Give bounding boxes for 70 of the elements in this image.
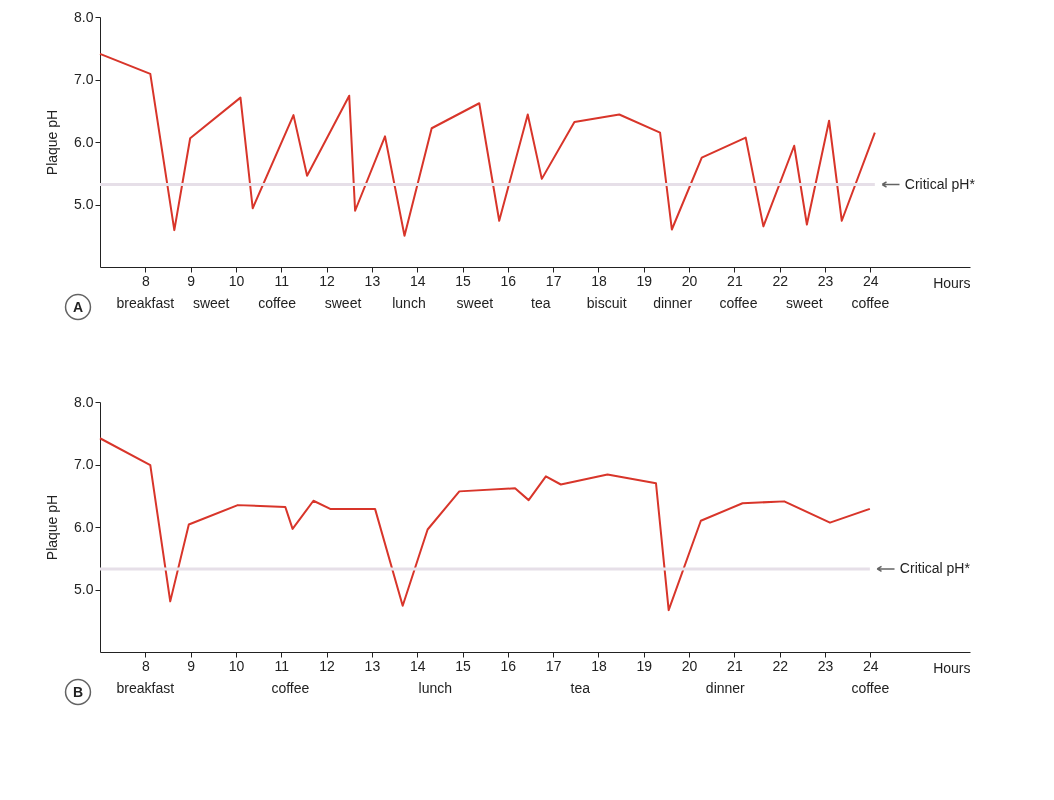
line-series <box>99 437 871 612</box>
text: B <box>72 684 84 700</box>
ref-line-label: Critical pH* <box>899 559 971 576</box>
x-axis-title: Hours <box>933 274 971 291</box>
text: coffee <box>258 295 297 311</box>
text: sweet <box>786 295 823 311</box>
x-tick-label: 12 <box>319 657 336 674</box>
text: lunch <box>392 295 426 311</box>
text: coffee <box>271 680 310 696</box>
text: coffee <box>719 295 758 311</box>
text: tea <box>570 680 591 696</box>
x-tick-label: 18 <box>591 657 607 674</box>
y-tick-label: 8.0 <box>74 393 94 410</box>
x-tick-label: 19 <box>636 272 653 289</box>
text: sweet <box>192 295 230 311</box>
y-axis-title: Plaque pH <box>44 109 61 176</box>
y-tick-label: 5.0 <box>74 196 94 212</box>
text: sweet <box>456 295 494 311</box>
x-tick-label: 24 <box>863 657 879 674</box>
text: tea <box>531 295 551 311</box>
y-axis-title: Plaque pH <box>44 494 61 561</box>
text: breakfast <box>116 680 175 696</box>
x-tick-label: 14 <box>409 272 426 289</box>
y-tick-label: 6.0 <box>74 518 94 535</box>
y-tick-label: 7.0 <box>74 71 94 87</box>
y-tick-label: 8.0 <box>74 8 94 25</box>
x-tick-label: 15 <box>455 657 471 674</box>
text: sweet <box>324 295 362 311</box>
x-tick-label: 11 <box>274 657 290 674</box>
x-tick-label: 24 <box>863 272 879 289</box>
x-tick-label: 19 <box>636 657 653 674</box>
x-tick-label: 21 <box>727 272 743 289</box>
x-tick-label: 14 <box>409 657 426 674</box>
y-tick-label: 5.0 <box>74 581 94 597</box>
text: dinner <box>653 295 693 311</box>
x-tick-label: 8 <box>141 272 150 289</box>
x-tick-label: 17 <box>545 657 562 674</box>
x-tick-label: 20 <box>681 657 698 674</box>
x-tick-label: 20 <box>681 272 698 289</box>
line-series <box>99 52 876 237</box>
text: coffee <box>851 680 890 696</box>
y-tick-label: 6.0 <box>74 133 94 150</box>
text: A <box>72 299 84 315</box>
y-tick-label: 7.0 <box>74 456 94 472</box>
text: dinner <box>705 680 746 696</box>
x-tick-label: 11 <box>274 272 290 289</box>
ref-line-label: Critical pH* <box>904 175 976 192</box>
x-tick-label: 9 <box>187 657 196 674</box>
x-tick-label: 23 <box>817 657 834 674</box>
x-tick-label: 16 <box>500 272 517 289</box>
x-tick-label: 13 <box>364 657 381 674</box>
text: breakfast <box>116 295 175 311</box>
x-tick-label: 10 <box>228 272 245 289</box>
x-axis-title: Hours <box>933 659 971 676</box>
x-tick-label: 17 <box>545 272 562 289</box>
x-tick-label: 8 <box>141 657 150 674</box>
x-tick-label: 13 <box>364 272 381 289</box>
x-tick-label: 15 <box>455 272 471 289</box>
x-tick-label: 22 <box>772 657 789 674</box>
text: lunch <box>418 680 453 696</box>
x-tick-label: 23 <box>817 272 834 289</box>
text: coffee <box>851 295 890 311</box>
x-tick-label: 12 <box>319 272 336 289</box>
x-tick-label: 16 <box>500 657 517 674</box>
x-tick-label: 21 <box>727 657 743 674</box>
text: biscuit <box>586 295 627 311</box>
x-tick-label: 22 <box>772 272 789 289</box>
x-tick-label: 10 <box>228 657 245 674</box>
x-tick-label: 18 <box>591 272 607 289</box>
x-tick-label: 9 <box>187 272 196 289</box>
